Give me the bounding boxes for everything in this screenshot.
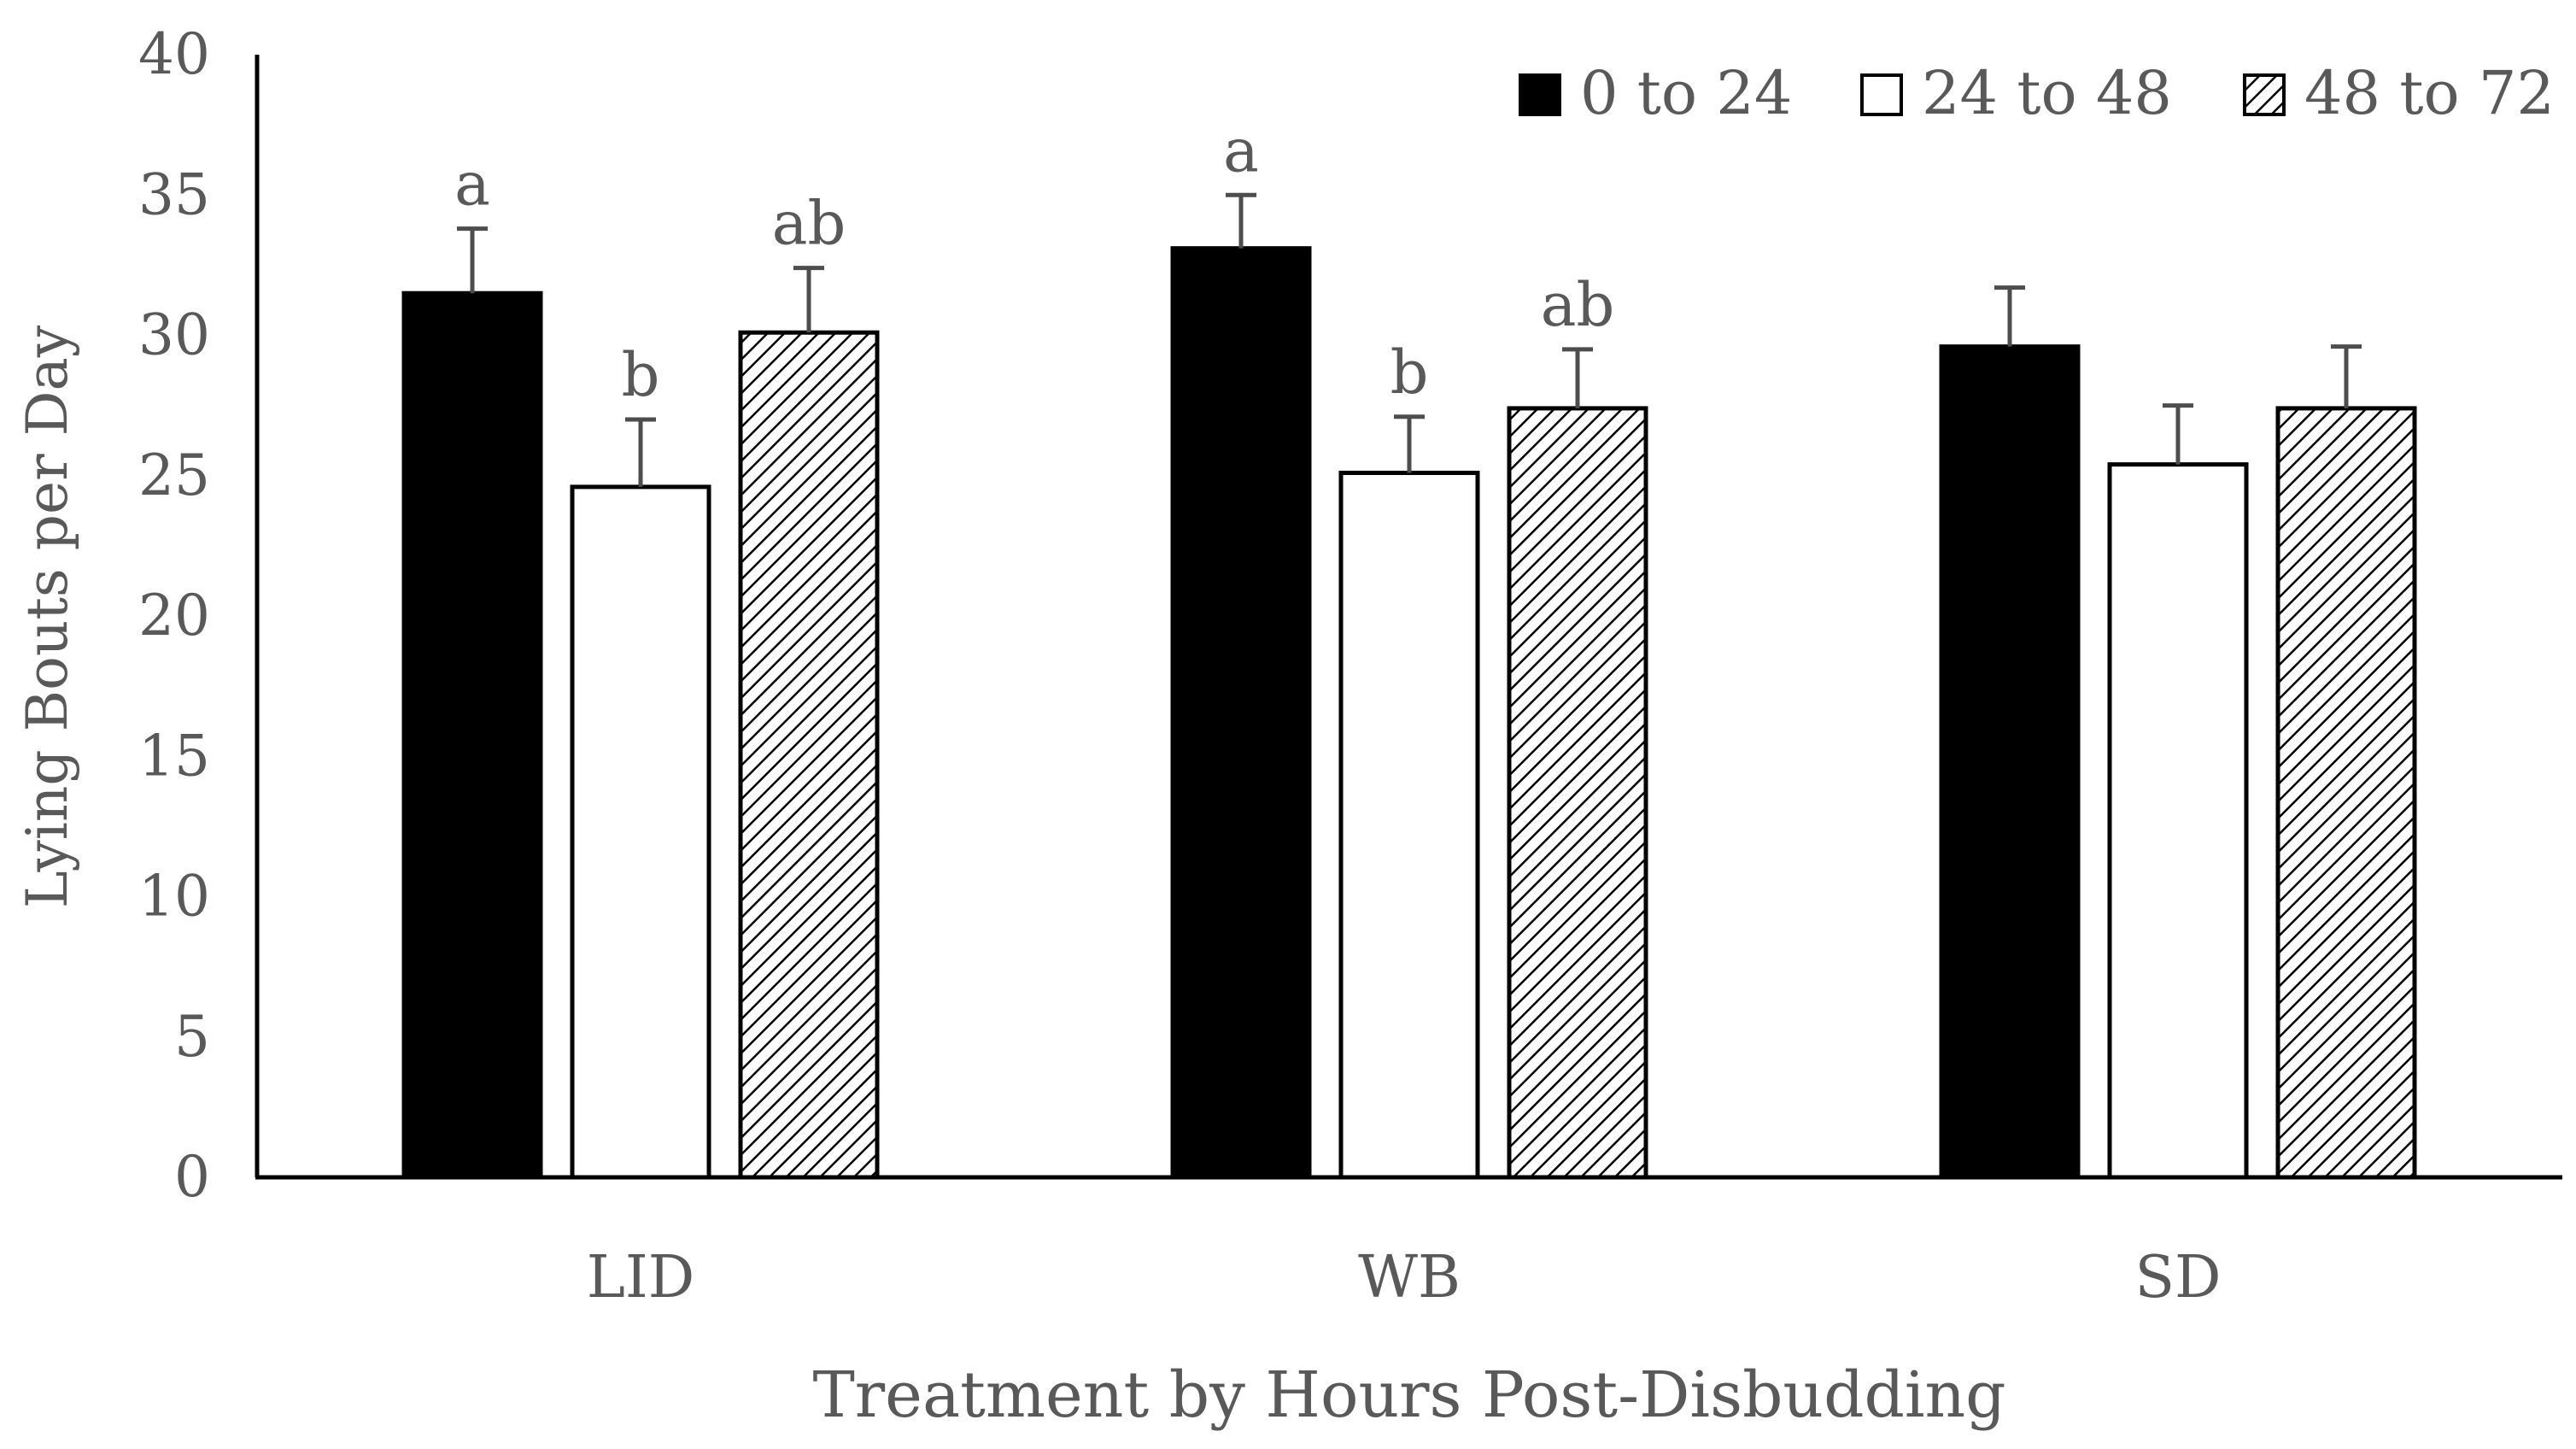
y-tick-label: 10 <box>138 864 210 930</box>
x-axis-title: Treatment by Hours Post-Disbudding <box>812 1358 2005 1432</box>
legend-label-1: 0 to 24 <box>1580 58 1792 128</box>
significance-label: ab <box>772 189 846 259</box>
legend-label-3: 48 to 72 <box>2304 58 2555 128</box>
significance-label: b <box>622 340 660 410</box>
significance-label: a <box>1223 115 1259 185</box>
bar-lid-1 <box>401 290 543 1180</box>
y-tick-label: 35 <box>138 161 210 227</box>
x-tick-label: WB <box>1358 1244 1461 1311</box>
significance-label: a <box>454 150 490 220</box>
y-tick-label: 20 <box>138 583 210 648</box>
legend-label-2: 24 to 48 <box>1922 58 2172 128</box>
legend-swatch-3 <box>2243 73 2286 116</box>
bar-sd-1 <box>1939 344 2081 1180</box>
significance-label: ab <box>1541 270 1615 340</box>
legend-swatch-1 <box>1519 73 1561 116</box>
x-tick-label: LID <box>587 1244 695 1311</box>
x-axis-category-labels: LID WB SD <box>587 1244 2222 1311</box>
legend: 0 to 24 24 to 48 48 to 72 <box>1519 58 2555 128</box>
y-tick-label: 30 <box>138 302 210 368</box>
x-tick-label: SD <box>2134 1244 2221 1311</box>
y-tick-label: 5 <box>174 1004 210 1070</box>
bar-wb-3 <box>1507 406 1648 1180</box>
bar-wb-1 <box>1170 246 1312 1180</box>
bar-sd-3 <box>2275 406 2417 1180</box>
bar-sd-2 <box>2107 462 2249 1180</box>
bar-lid-3 <box>738 330 880 1180</box>
y-axis-ticks: 0 5 10 15 20 25 30 35 40 <box>138 21 210 1210</box>
y-tick-label: 25 <box>138 443 210 508</box>
bars-group <box>401 246 2417 1180</box>
error-bars-group <box>457 192 2362 487</box>
y-tick-label: 15 <box>138 723 210 789</box>
significance-label: b <box>1390 337 1429 408</box>
y-tick-label: 40 <box>138 21 210 87</box>
y-axis-title: Lying Bouts per Day <box>15 325 80 908</box>
bar-wb-2 <box>1338 470 1480 1180</box>
legend-swatch-2 <box>1860 73 1903 116</box>
y-tick-label: 0 <box>174 1144 210 1210</box>
bar-lid-2 <box>570 484 711 1180</box>
